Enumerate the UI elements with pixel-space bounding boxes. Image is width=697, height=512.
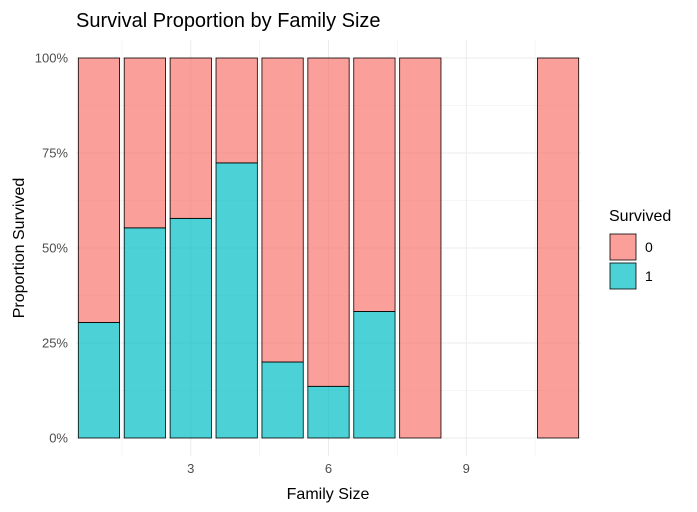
legend-key-0	[609, 233, 637, 261]
y-axis-ticks: 0% 25% 50% 75% 100%	[35, 51, 69, 446]
bars	[77, 57, 580, 439]
x-axis-ticks: 3 6 9	[187, 461, 470, 476]
y-tick-label: 50%	[42, 241, 68, 256]
bar-survived-1-size-2	[123, 227, 166, 439]
bar-survived-1-size-7	[353, 311, 396, 439]
y-tick-label: 100%	[35, 51, 69, 66]
legend-label-1: 1	[645, 268, 653, 284]
x-tick-label: 9	[463, 461, 470, 476]
bar-survived-0-size-4	[215, 57, 258, 164]
bar-survived-1-size-4	[215, 162, 258, 439]
y-tick-label: 0%	[49, 431, 68, 446]
bar-survived-0-size-3	[169, 57, 212, 219]
legend: Survived 0 1	[609, 208, 671, 290]
bar-survived-0-size-11	[536, 57, 580, 439]
y-axis-title: Proportion Survived	[11, 178, 28, 319]
bar-survived-1-size-1	[77, 322, 121, 439]
bar-survived-0-size-7	[353, 57, 396, 312]
x-tick-label: 3	[187, 461, 194, 476]
bar-survived-0-size-2	[123, 57, 166, 229]
legend-key-1	[609, 262, 637, 290]
x-axis-title: Family Size	[287, 486, 370, 503]
y-tick-label: 75%	[42, 146, 68, 161]
legend-title: Survived	[609, 208, 671, 225]
x-tick-label: 6	[325, 461, 332, 476]
bar-survived-0-size-8	[399, 57, 442, 439]
bar-survived-1-size-5	[261, 361, 304, 439]
bar-survived-0-size-6	[307, 57, 350, 387]
bar-survived-1-size-3	[169, 217, 212, 439]
bar-survived-0-size-5	[261, 57, 304, 363]
bar-survived-0-size-1	[77, 57, 121, 323]
bar-survived-1-size-6	[307, 385, 350, 439]
legend-label-0: 0	[645, 239, 653, 255]
chart-title: Survival Proportion by Family Size	[76, 10, 381, 32]
y-tick-label: 25%	[42, 336, 68, 351]
